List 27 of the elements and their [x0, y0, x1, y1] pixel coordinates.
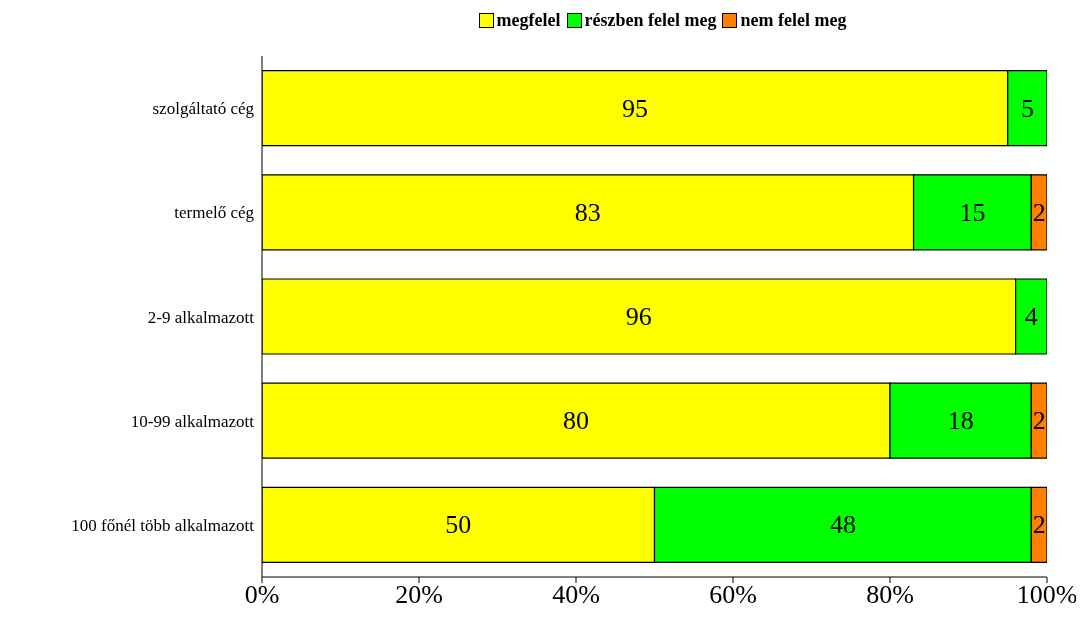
- legend-label: részben felel meg: [583, 10, 717, 31]
- x-tick-label: 40%: [552, 580, 600, 610]
- x-tick-label: 80%: [866, 580, 914, 610]
- y-tick-label: 10-99 alkalmazott: [130, 411, 255, 431]
- data-label: 80: [563, 406, 589, 436]
- data-label: 95: [621, 93, 648, 123]
- y-tick-label: 2-9 alkalmazott: [147, 307, 255, 327]
- y-tick-label: szolgáltató cég: [152, 99, 255, 119]
- x-tick-label: 0%: [244, 580, 280, 610]
- data-label: 96: [625, 301, 652, 331]
- y-tick-label: termelő cég: [174, 203, 255, 223]
- legend-label: nem felel meg: [739, 10, 847, 31]
- data-label: 2: [1032, 406, 1046, 436]
- data-label: 18: [947, 406, 974, 436]
- data-label: 2: [1032, 510, 1046, 540]
- x-tick-label: 60%: [709, 580, 757, 610]
- data-label: 50: [445, 510, 472, 540]
- data-label: 2: [1032, 197, 1046, 227]
- data-label: 5: [1020, 93, 1034, 123]
- data-label: 15: [959, 197, 986, 227]
- legend-label: megfelel: [495, 10, 561, 31]
- data-label: 48: [829, 510, 856, 540]
- data-label: 4: [1024, 301, 1038, 331]
- x-tick-label: 20%: [395, 580, 443, 610]
- x-tick-label: 100%: [1016, 580, 1078, 610]
- y-tick-label: 100 főnél több alkalmazott: [71, 515, 255, 535]
- data-label: 83: [574, 197, 601, 227]
